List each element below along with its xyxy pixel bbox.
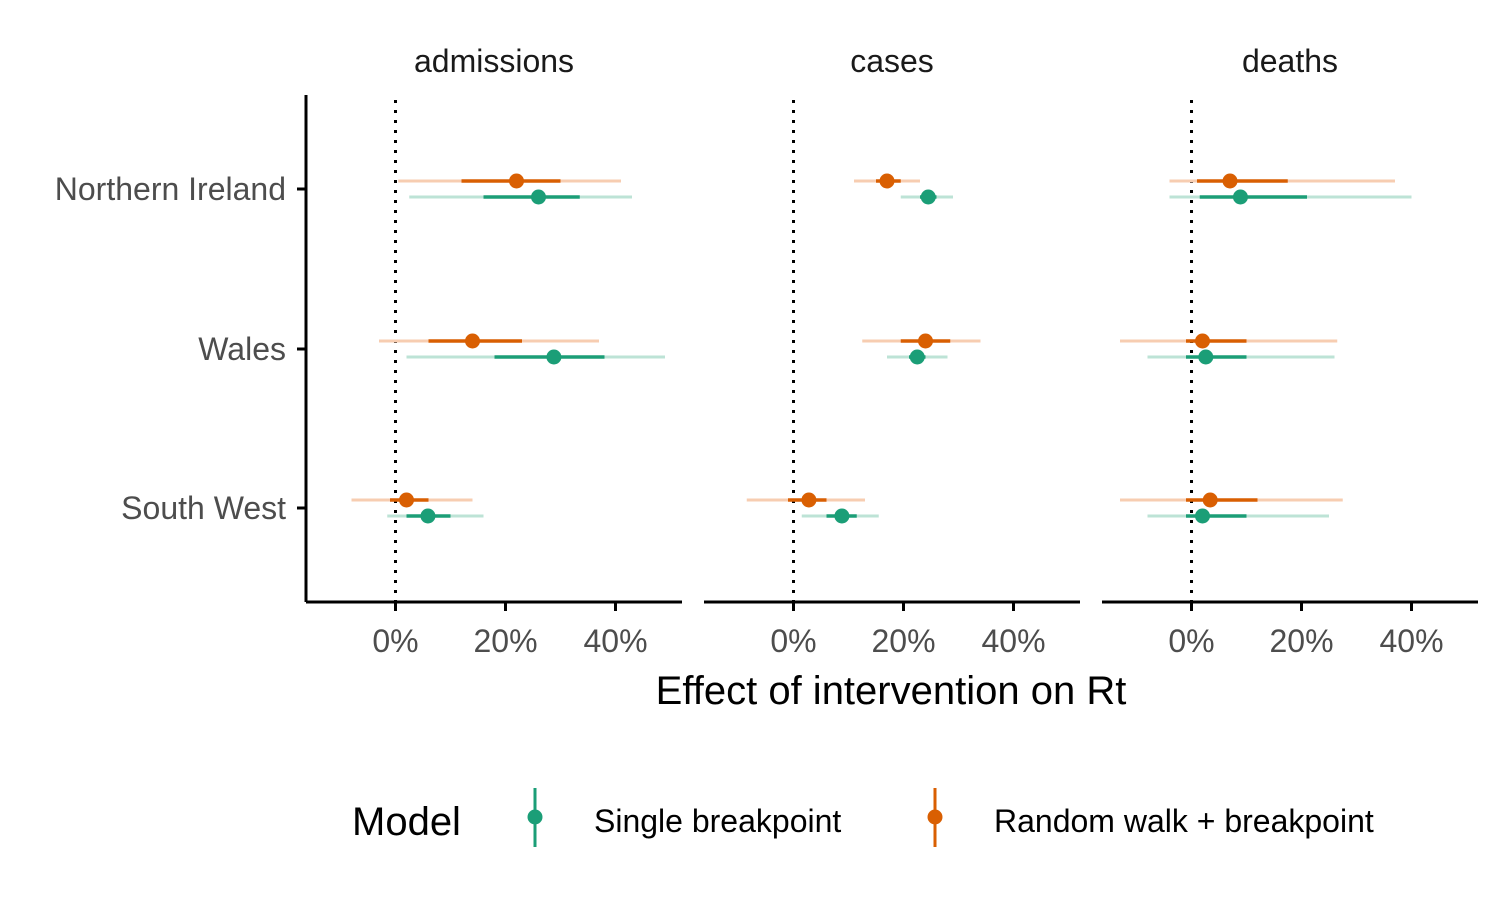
legend: Model Single breakpoint Random walk + bre… [352,788,1374,847]
legend-title: Model [352,800,461,844]
x-tick-label-deaths-40: 40% [1379,623,1443,659]
y-tick-label-wales: Wales [198,331,286,367]
legend-key-point-random-walk-breakpoint [927,809,943,825]
facet-panel-cases: 0% 20% 40% [704,100,1080,659]
facet-title-deaths: deaths [1242,43,1338,79]
x-tick-label-admissions-0: 0% [372,623,418,659]
facet-titles: admissions cases deaths [414,43,1338,79]
median-point-cases-wales-random-walk-breakpoint [918,333,933,349]
facet-title-cases: cases [850,43,934,79]
median-point-deaths-wales-random-walk-breakpoint [1195,333,1210,349]
median-point-cases-south-west-random-walk-breakpoint [801,492,817,508]
facet-panels: 0% 20% 40% 0% 20% 40% 0% 20% 40% [306,100,1478,659]
legend-label-single-breakpoint: Single breakpoint [594,803,841,839]
legend-keys: Single breakpoint Random walk + breakpoin… [527,788,1374,847]
median-point-admissions-northern-ireland-single-breakpoint [531,189,546,205]
legend-key-point-single-breakpoint [527,809,543,825]
median-point-deaths-northern-ireland-single-breakpoint [1232,189,1248,205]
median-point-admissions-northern-ireland-random-walk-breakpoint [509,173,524,189]
y-tick-label-northern-ireland: Northern Ireland [55,171,286,207]
y-tick-label-south-west: South West [121,490,286,526]
x-tick-label-cases-20: 20% [871,623,935,659]
x-tick-label-admissions-40: 40% [583,623,647,659]
facet-panel-admissions: 0% 20% 40% [306,100,682,659]
median-point-cases-south-west-single-breakpoint [834,508,850,524]
median-point-cases-northern-ireland-single-breakpoint [920,189,936,205]
facet-panel-deaths: 0% 20% 40% [1102,100,1478,659]
median-point-deaths-northern-ireland-random-walk-breakpoint [1222,173,1238,189]
x-tick-label-admissions-20: 20% [473,623,537,659]
median-point-admissions-wales-random-walk-breakpoint [465,333,480,349]
median-point-deaths-south-west-random-walk-breakpoint [1202,492,1218,508]
legend-label-random-walk-breakpoint: Random walk + breakpoint [994,803,1374,839]
median-point-cases-northern-ireland-random-walk-breakpoint [879,173,895,189]
x-tick-label-cases-40: 40% [981,623,1045,659]
y-axis: Northern Ireland Wales South West [55,95,308,602]
x-tick-label-cases-0: 0% [770,623,816,659]
median-point-cases-wales-single-breakpoint [909,349,925,365]
median-point-admissions-south-west-single-breakpoint [420,508,436,524]
median-point-admissions-wales-single-breakpoint [546,349,562,365]
median-point-deaths-wales-single-breakpoint [1198,349,1214,365]
median-point-admissions-south-west-random-walk-breakpoint [399,492,414,508]
x-tick-label-deaths-20: 20% [1269,623,1333,659]
x-tick-label-deaths-0: 0% [1168,623,1214,659]
facet-title-admissions: admissions [414,43,574,79]
median-point-deaths-south-west-single-breakpoint [1195,508,1210,524]
x-axis-title: Effect of intervention on Rt [656,669,1127,713]
